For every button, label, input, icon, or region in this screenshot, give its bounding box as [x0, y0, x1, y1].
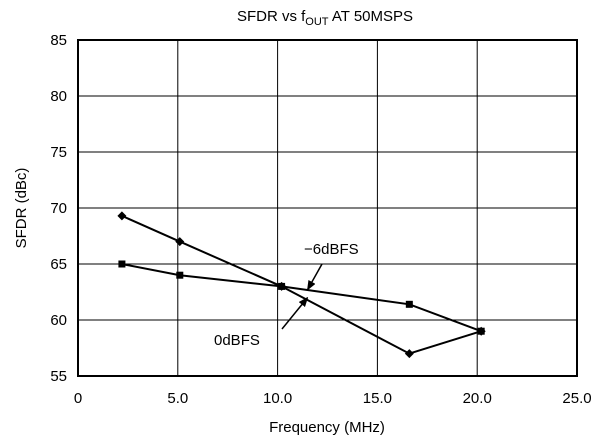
y-axis-label: SFDR (dBc) — [13, 168, 30, 249]
data-point-square — [477, 327, 485, 335]
y-tick-label: 75 — [50, 144, 67, 161]
data-point-square — [176, 271, 184, 279]
plot-frame — [77, 39, 578, 377]
tick-labels: 0 5.0 10.0 15.0 20.0 25.0 55 60 65 70 75 80 85 — [50, 32, 591, 407]
grid — [78, 40, 577, 376]
annotation-arrow — [281, 296, 309, 330]
data-point-square — [118, 260, 126, 268]
annotation-arrow — [306, 263, 323, 291]
x-tick-label: 15.0 — [363, 390, 392, 407]
x-axis-label: Frequency (MHz) — [269, 419, 385, 436]
chart-title-main: SFDR vs f — [237, 8, 306, 25]
x-tick-label: 10.0 — [263, 390, 292, 407]
chart-title: SFDR vs fOUT AT 50MSPS — [237, 8, 413, 28]
data-point-diamond — [175, 237, 185, 247]
y-tick-label: 70 — [50, 200, 67, 217]
chart-title-sub: OUT — [305, 16, 329, 28]
y-tick-label: 85 — [50, 32, 67, 49]
y-tick-label: 55 — [50, 368, 67, 385]
data-point-square — [278, 282, 286, 290]
data-point-diamond — [117, 211, 127, 221]
x-tick-label: 0 — [74, 390, 82, 407]
annotations: −6dBFS 0dBFS — [214, 241, 359, 349]
chart-title-suffix: AT 50MSPS — [329, 8, 414, 25]
y-tick-label: 65 — [50, 256, 67, 273]
x-tick-label: 25.0 — [562, 390, 591, 407]
annotation-label: 0dBFS — [214, 332, 260, 349]
y-tick-label: 60 — [50, 312, 67, 329]
x-tick-label: 20.0 — [463, 390, 492, 407]
series-line-0 — [121, 214, 482, 355]
x-tick-label: 5.0 — [167, 390, 188, 407]
y-tick-label: 80 — [50, 88, 67, 105]
data-point-square — [405, 300, 413, 308]
data-point-diamond — [404, 349, 414, 359]
annotation-label: −6dBFS — [304, 241, 359, 258]
series-group — [117, 211, 486, 359]
